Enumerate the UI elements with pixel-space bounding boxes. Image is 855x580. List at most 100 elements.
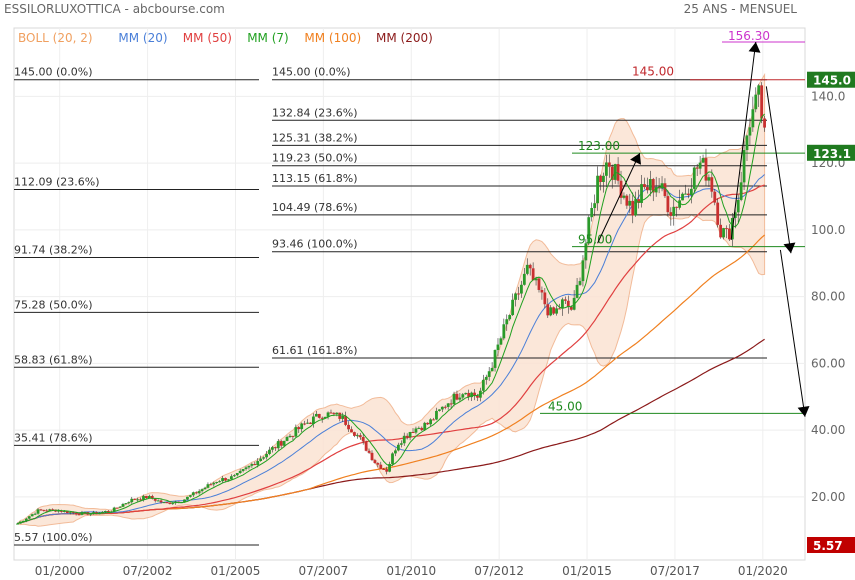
- projection-arrow-line: [730, 41, 757, 240]
- candle-body: [616, 164, 620, 181]
- candle-body: [698, 162, 702, 169]
- candle-body: [502, 324, 506, 339]
- candle-body: [669, 212, 673, 216]
- candle-body: [39, 509, 43, 511]
- candle-body: [446, 403, 450, 407]
- candle-body: [505, 319, 509, 325]
- level-label-123: 123.00: [578, 139, 620, 153]
- fib-right-label: 132.84 (23.6%): [272, 106, 358, 119]
- candle-body: [710, 177, 714, 192]
- candle-body: [221, 478, 224, 482]
- candle-body: [133, 498, 137, 500]
- candle-body: [420, 427, 424, 431]
- fib-left-label: 35.41 (78.6%): [14, 431, 93, 444]
- candle-body: [124, 503, 128, 505]
- candle-body: [522, 273, 526, 285]
- candle-body: [350, 429, 353, 433]
- candle-body: [115, 507, 119, 509]
- candle-body: [493, 350, 497, 368]
- candle-body: [604, 162, 608, 176]
- candle-body: [692, 167, 696, 189]
- candle-body: [215, 481, 219, 483]
- candle-body: [394, 450, 397, 454]
- candle-body: [306, 422, 309, 424]
- candle-body: [672, 206, 676, 216]
- candle-body: [467, 392, 471, 398]
- candle-body: [256, 461, 260, 466]
- candle-body: [244, 467, 248, 470]
- fib-right-label: 61.61 (161.8%): [272, 344, 358, 357]
- fib-right-label: 119.23 (50.0%): [272, 152, 358, 165]
- candle-body: [142, 495, 145, 500]
- fib-left-label: 112.09 (23.6%): [14, 176, 100, 189]
- candle-body: [531, 268, 535, 281]
- candle-body: [520, 284, 523, 294]
- candle-body: [106, 510, 110, 512]
- candle-body: [742, 150, 746, 183]
- candle-body: [581, 260, 585, 282]
- candle-body: [689, 188, 693, 196]
- candle-body: [675, 206, 679, 208]
- candle-body: [276, 441, 280, 449]
- candle-body: [101, 511, 104, 513]
- candle-body: [159, 500, 163, 503]
- candle-body: [317, 413, 321, 418]
- candle-body: [628, 200, 632, 206]
- candle-body: [253, 464, 257, 466]
- candle-body: [77, 514, 81, 516]
- projection-arrow-line: [597, 152, 641, 244]
- candle-body: [651, 179, 655, 193]
- candle-body: [206, 484, 210, 488]
- candle-body: [60, 510, 63, 512]
- x-tick-label: 01/2005: [211, 564, 261, 578]
- candle-body: [209, 484, 213, 486]
- candle-body: [754, 94, 758, 110]
- candle-body: [385, 469, 389, 472]
- candle-body: [681, 193, 684, 201]
- candle-body: [713, 191, 717, 203]
- candle-body: [344, 415, 348, 425]
- candle-body: [197, 491, 201, 494]
- candle-body: [622, 195, 626, 198]
- legend-entry: MM (20): [118, 31, 167, 45]
- fib-left-label: 5.57 (100.0%): [14, 531, 93, 544]
- candle-body: [481, 379, 485, 391]
- candle-body: [704, 158, 708, 181]
- legend-entry: MM (100): [304, 31, 361, 45]
- candle-body: [16, 523, 19, 525]
- candle-body: [396, 444, 400, 451]
- candle-body: [402, 435, 406, 444]
- projection-arrow-head: [797, 406, 810, 417]
- candle-body: [326, 412, 330, 417]
- candle-body: [584, 243, 588, 261]
- candle-body: [399, 443, 403, 445]
- price-tag-label: 145.0: [813, 74, 851, 88]
- y-tick-label: 80.00: [811, 290, 845, 304]
- candle-body: [432, 419, 435, 421]
- candle-body: [429, 419, 432, 425]
- candle-body: [121, 504, 125, 507]
- y-tick-label: 100.0: [811, 223, 845, 237]
- candle-body: [314, 413, 318, 417]
- candle-body: [291, 435, 295, 437]
- candle-body: [549, 307, 553, 316]
- candle-body: [561, 299, 564, 309]
- candle-body: [645, 187, 649, 191]
- candle-body: [452, 393, 456, 405]
- candle-body: [300, 423, 304, 430]
- x-tick-label: 01/2020: [738, 564, 788, 578]
- candle-body: [145, 495, 148, 499]
- candle-body: [678, 200, 682, 208]
- candle-body: [666, 196, 670, 213]
- candle-body: [558, 308, 561, 310]
- candle-body: [338, 412, 342, 419]
- chart-source-title: ESSILORLUXOTTICA - abcbourse.com: [4, 2, 225, 16]
- candle-body: [423, 422, 427, 431]
- candle-body: [593, 203, 597, 208]
- candle-body: [370, 452, 374, 461]
- candle-body: [739, 182, 743, 200]
- y-tick-label: 140.0: [811, 89, 845, 103]
- candle-body: [57, 510, 60, 512]
- x-tick-label: 01/2010: [386, 564, 436, 578]
